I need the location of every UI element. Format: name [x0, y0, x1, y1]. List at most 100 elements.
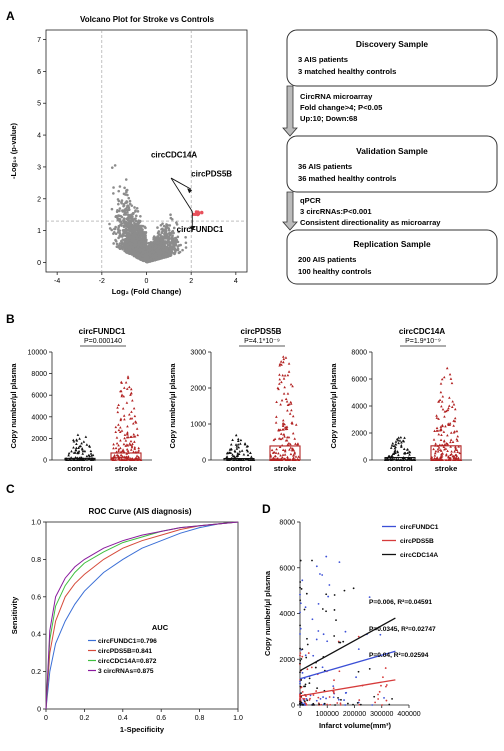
highlight-point [200, 211, 204, 215]
data-point [284, 397, 288, 401]
data-point [290, 408, 293, 412]
data-point [397, 436, 400, 439]
validation-line: 36 AIS patients [298, 162, 352, 171]
volcano-point [137, 240, 141, 243]
x-tick-label: 400000 [397, 711, 420, 718]
correlation-point [311, 559, 313, 562]
data-point [400, 444, 403, 447]
volcano-point [138, 230, 141, 233]
data-point [437, 433, 441, 436]
data-point [289, 446, 293, 449]
data-point [110, 456, 114, 460]
correlation-point [301, 655, 304, 658]
volcano-point [161, 245, 165, 249]
correlation-point [374, 701, 377, 704]
data-point [294, 442, 297, 445]
data-point [137, 455, 140, 458]
volcano-point [139, 239, 143, 243]
correlation-point [333, 635, 336, 637]
volcano-plot: -4 -2 0 2 4 0 1 2 3 4 5 6 7 Log₂ (Fold Change) -Log₁₀ … [9, 29, 248, 296]
data-point [238, 458, 241, 461]
volcano-point [146, 248, 149, 251]
volcano-point [121, 233, 125, 237]
data-point [124, 439, 128, 442]
volcano-point [129, 213, 133, 217]
data-point [239, 438, 243, 442]
volcano-point [116, 209, 119, 212]
data-point [449, 431, 453, 434]
volcano-point [125, 222, 128, 226]
data-point [125, 401, 129, 404]
volcano-point [130, 216, 134, 219]
volcano-point [142, 233, 145, 237]
volcano-point [128, 202, 132, 206]
y-tick-label: 0 [363, 458, 367, 465]
data-point [131, 442, 134, 445]
data-point [72, 440, 76, 443]
data-point [393, 446, 397, 450]
data-point [121, 407, 125, 410]
data-point [389, 446, 393, 449]
data-point [74, 448, 78, 451]
correlation-point [368, 596, 371, 598]
correlation-point [336, 702, 339, 704]
volcano-point [135, 206, 139, 210]
volcano-point [116, 198, 120, 201]
volcano-point [148, 249, 151, 252]
correlation-point [352, 587, 355, 590]
volcano-point [184, 236, 187, 239]
volcano-point [130, 204, 134, 207]
data-point [116, 406, 119, 409]
data-point [136, 450, 140, 453]
data-point [436, 444, 440, 447]
data-point [407, 450, 411, 453]
volcano-point [122, 210, 125, 213]
volcano-point [126, 232, 130, 236]
volcano-point [139, 249, 142, 253]
data-point [126, 449, 130, 452]
correlation-point [299, 671, 301, 674]
data-point [396, 450, 399, 453]
correlation-point [302, 703, 305, 706]
data-point [72, 446, 75, 449]
y-tick-label: 3000 [190, 350, 206, 357]
data-point [412, 458, 416, 461]
data-point [289, 442, 292, 446]
data-point [284, 439, 288, 442]
step-line: 3 circRNAs:P<0.001 [300, 207, 372, 216]
correlation-point [306, 668, 309, 671]
volcano-point [135, 223, 139, 227]
data-point [129, 443, 132, 446]
volcano-point [144, 242, 148, 245]
correlation-point [325, 610, 327, 613]
data-point [439, 438, 443, 442]
data-point [132, 422, 135, 425]
data-point [83, 449, 87, 453]
data-point [132, 432, 136, 436]
data-point [453, 416, 457, 420]
data-point [82, 440, 86, 443]
data-point [234, 433, 238, 437]
data-point [397, 441, 400, 445]
data-point [281, 448, 285, 452]
data-point [290, 421, 294, 424]
volcano-point [127, 208, 130, 212]
data-point [433, 454, 437, 457]
roc-curve [45, 521, 239, 710]
data-point [270, 448, 274, 452]
data-point [285, 435, 289, 439]
volcano-point [145, 257, 149, 261]
volcano-point [132, 217, 136, 221]
y-tick-label: 2000 [351, 431, 367, 438]
correlation-point [377, 693, 379, 696]
x-tick-label: 0.4 [118, 715, 128, 722]
data-point [120, 429, 124, 432]
volcano-point [141, 244, 145, 248]
data-point [297, 455, 300, 458]
annotation-arrow [170, 177, 193, 212]
flow-arrow [282, 85, 298, 137]
data-point [394, 440, 398, 443]
data-point [406, 451, 409, 455]
data-point [119, 453, 123, 457]
volcano-point [141, 236, 145, 240]
